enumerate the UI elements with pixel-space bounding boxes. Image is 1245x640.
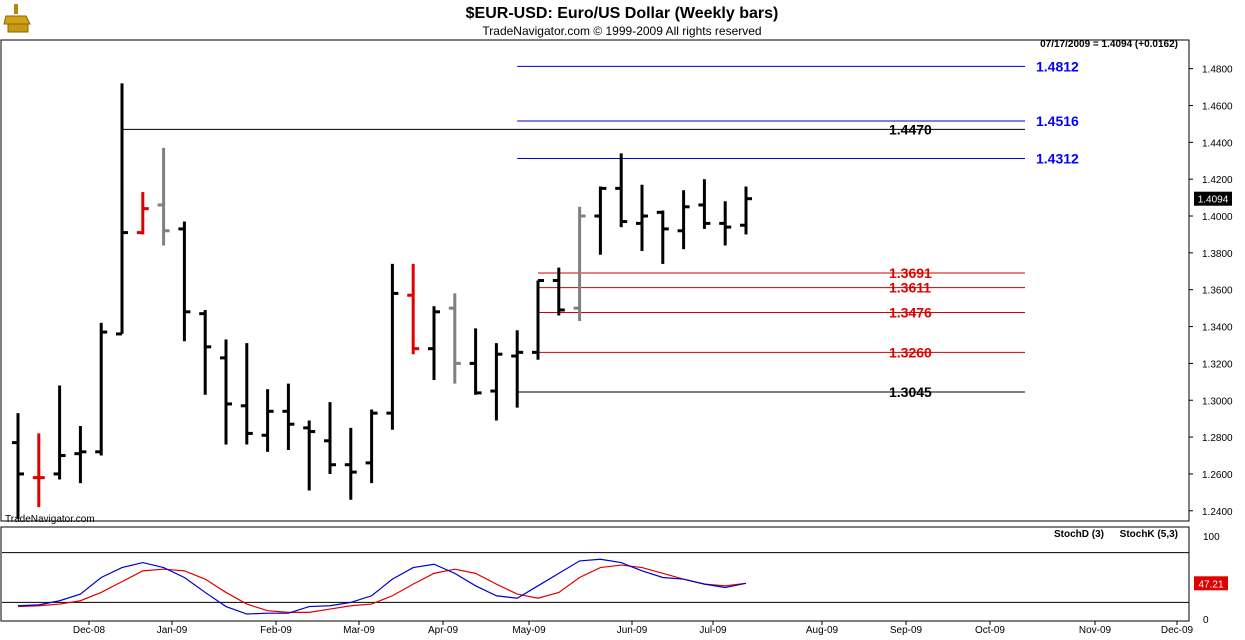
level-label: 1.4516 (1036, 113, 1079, 129)
ohlc-bar (490, 343, 503, 421)
ohlc-bar (656, 210, 669, 264)
ohlc-bar (428, 306, 440, 380)
level-label: 1.4812 (1036, 58, 1079, 74)
ohlc-bar (573, 206, 586, 322)
ohlc-bar (719, 201, 732, 246)
ohlc-bar (136, 192, 149, 235)
x-tick-label: Jul-09 (699, 625, 727, 636)
tradenavigator-logo-icon (3, 4, 31, 33)
level-label: 1.3260 (889, 344, 932, 360)
watermark: TradeNavigator.com (5, 514, 95, 525)
x-tick-label: Mar-09 (343, 625, 375, 636)
x-tick-label: Apr-09 (428, 625, 458, 636)
ohlc-bar (532, 279, 544, 360)
ohlc-bar (282, 383, 295, 450)
ohlc-bar (615, 153, 628, 228)
level-label: 1.3476 (889, 305, 932, 321)
x-tick-label: May-09 (512, 625, 546, 636)
stochk-line (17, 558, 747, 615)
ohlc-bar (157, 147, 170, 246)
stochd-legend: StochD (3) (1054, 529, 1104, 540)
last-price-label: 1.4094 (1198, 195, 1229, 206)
level-label: 1.3045 (889, 384, 932, 400)
stoch-y-tick-label: 100 (1203, 532, 1220, 543)
ohlc-bar (511, 330, 524, 408)
y-tick-label: 1.3600 (1202, 286, 1233, 297)
ohlc-bar (552, 267, 565, 316)
ohlc-bar (594, 186, 607, 255)
y-tick-label: 1.2800 (1202, 433, 1233, 444)
ohlc-bar (469, 328, 482, 395)
x-tick-label: Jun-09 (617, 625, 648, 636)
ohlc-bar (240, 343, 253, 445)
ohlc-bar (95, 322, 108, 456)
y-tick-label: 1.4600 (1202, 101, 1233, 112)
y-tick-label: 1.3800 (1202, 249, 1233, 260)
chart-subtitle: TradeNavigator.com © 1999-2009 All right… (482, 24, 761, 38)
main-plot-frame (0, 39, 1190, 522)
stochk-legend: StochK (5,3) (1120, 529, 1178, 540)
y-tick-label: 1.3200 (1202, 359, 1233, 370)
x-tick-label: Nov-09 (1079, 625, 1112, 636)
ohlc-bar (698, 179, 711, 229)
ohlc-bar (636, 184, 648, 252)
x-tick-label: Aug-09 (806, 625, 839, 636)
y-tick-label: 1.3400 (1202, 323, 1233, 334)
x-tick-label: Jan-09 (157, 625, 188, 636)
y-tick-label: 1.4200 (1202, 175, 1233, 186)
y-tick-label: 1.3000 (1202, 396, 1233, 407)
stoch-plot-frame (0, 526, 1190, 622)
stoch-value-box (1194, 576, 1228, 591)
x-tick-label: Feb-09 (260, 625, 292, 636)
ohlc-bar (53, 385, 66, 480)
price-chart: 1.2400 1.2600 1.2800 1.3000 1.3200 1.3400 1.36… (12, 58, 1233, 520)
x-tick-label: Dec-09 (1161, 625, 1194, 636)
ohlc-bar (74, 426, 87, 484)
ohlc-bar (344, 427, 357, 500)
ohlc-bar (448, 293, 461, 384)
y-tick-label: 1.4000 (1202, 212, 1233, 223)
ohlc-bar (116, 83, 128, 336)
x-tick-label: Sep-09 (890, 625, 923, 636)
level-label: 1.4470 (889, 121, 932, 137)
last-quote: 07/17/2009 = 1.4094 (+0.0162) (1040, 39, 1178, 50)
ohlc-bar (407, 263, 420, 355)
y-tick-label: 1.2400 (1202, 507, 1233, 518)
y-tick-label: 1.2600 (1202, 470, 1233, 481)
last-price-box (1194, 191, 1232, 206)
y-tick-label: 1.4800 (1202, 65, 1233, 76)
level-label: 1.4312 (1036, 151, 1079, 167)
stoch-y-tick-label: 0 (1203, 615, 1209, 626)
level-label: 1.3691 (889, 265, 932, 281)
chart-title: $EUR-USD: Euro/US Dollar (Weekly bars) (466, 5, 779, 22)
x-tick-label: Oct-09 (975, 625, 1005, 636)
stoch-value-label: 47.21 (1198, 579, 1223, 590)
x-tick-label: Dec-08 (73, 625, 106, 636)
ohlc-bar (178, 221, 191, 342)
ohlc-bar (261, 389, 274, 452)
ohlc-bar (199, 309, 212, 395)
ohlc-bar (740, 186, 752, 235)
ohlc-bar (32, 433, 45, 508)
ohlc-bar (303, 420, 316, 491)
ohlc-bar (677, 190, 690, 250)
ohlc-bar (365, 409, 378, 484)
stochd-line (17, 564, 747, 613)
x-axis: Dec-08 Jan-09 Feb-09 Mar-09 Apr-09 May-09 Jun-… (73, 621, 1194, 636)
ohlc-bar (386, 263, 399, 430)
ohlc-bar (220, 339, 232, 445)
ohlc-bar (324, 402, 336, 474)
ohlc-bar (12, 413, 24, 520)
y-tick-label: 1.4400 (1202, 138, 1233, 149)
level-label: 1.3611 (889, 280, 931, 296)
stoch-chart: 100 0 47.21 (2, 532, 1228, 626)
